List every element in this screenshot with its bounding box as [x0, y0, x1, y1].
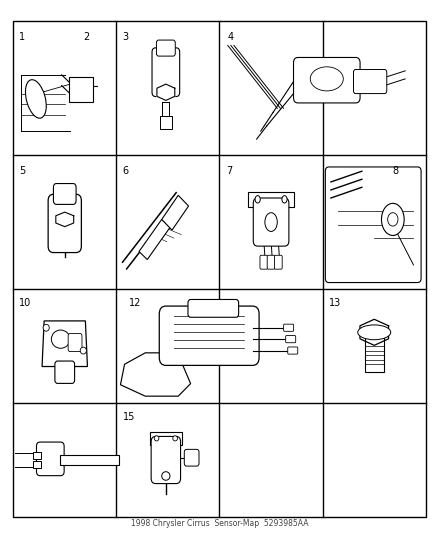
Text: 5: 5 — [19, 166, 25, 176]
FancyBboxPatch shape — [285, 336, 295, 343]
FancyBboxPatch shape — [69, 77, 93, 102]
Text: 13: 13 — [328, 298, 340, 308]
FancyBboxPatch shape — [159, 306, 258, 366]
Ellipse shape — [387, 213, 397, 226]
Ellipse shape — [80, 347, 86, 354]
FancyBboxPatch shape — [247, 192, 293, 207]
Ellipse shape — [281, 196, 286, 203]
Text: 6: 6 — [122, 166, 128, 176]
FancyBboxPatch shape — [353, 69, 386, 94]
FancyBboxPatch shape — [287, 347, 297, 354]
FancyBboxPatch shape — [60, 456, 119, 465]
Text: 8: 8 — [392, 166, 398, 176]
FancyBboxPatch shape — [364, 330, 383, 372]
Text: 1998 Chrysler Cirrus  Sensor-Map  5293985AA: 1998 Chrysler Cirrus Sensor-Map 5293985A… — [131, 519, 307, 528]
FancyBboxPatch shape — [36, 442, 64, 475]
FancyBboxPatch shape — [267, 255, 274, 269]
FancyBboxPatch shape — [53, 183, 76, 204]
Ellipse shape — [357, 325, 390, 340]
FancyBboxPatch shape — [187, 300, 238, 317]
Ellipse shape — [154, 436, 159, 441]
Text: 2: 2 — [83, 32, 89, 42]
FancyBboxPatch shape — [150, 432, 181, 445]
FancyBboxPatch shape — [253, 198, 288, 246]
Ellipse shape — [264, 213, 277, 231]
Ellipse shape — [254, 196, 260, 203]
FancyBboxPatch shape — [159, 116, 172, 129]
FancyBboxPatch shape — [55, 361, 74, 383]
FancyBboxPatch shape — [274, 255, 282, 269]
Polygon shape — [156, 84, 174, 100]
Ellipse shape — [43, 325, 49, 331]
Polygon shape — [42, 321, 87, 367]
Text: 3: 3 — [122, 32, 128, 42]
Ellipse shape — [310, 67, 343, 91]
FancyBboxPatch shape — [68, 334, 82, 352]
FancyBboxPatch shape — [33, 461, 41, 468]
Polygon shape — [359, 319, 388, 345]
Text: 12: 12 — [128, 298, 141, 308]
FancyBboxPatch shape — [283, 324, 293, 332]
FancyBboxPatch shape — [48, 194, 81, 253]
Polygon shape — [161, 195, 188, 230]
FancyBboxPatch shape — [184, 449, 198, 466]
Polygon shape — [120, 353, 190, 396]
Ellipse shape — [173, 436, 177, 441]
Ellipse shape — [25, 80, 46, 118]
FancyBboxPatch shape — [293, 58, 359, 103]
Text: 4: 4 — [227, 32, 233, 42]
Text: 15: 15 — [122, 412, 134, 422]
FancyBboxPatch shape — [325, 167, 420, 282]
Text: 1: 1 — [19, 32, 25, 42]
Ellipse shape — [161, 472, 170, 480]
Ellipse shape — [381, 203, 403, 236]
FancyBboxPatch shape — [152, 48, 179, 96]
FancyBboxPatch shape — [259, 255, 267, 269]
FancyBboxPatch shape — [151, 437, 180, 483]
Text: 7: 7 — [225, 166, 231, 176]
Text: 10: 10 — [19, 298, 32, 308]
Polygon shape — [139, 220, 170, 260]
Polygon shape — [56, 212, 74, 227]
FancyBboxPatch shape — [33, 452, 41, 459]
FancyBboxPatch shape — [156, 40, 175, 56]
Ellipse shape — [51, 330, 70, 348]
